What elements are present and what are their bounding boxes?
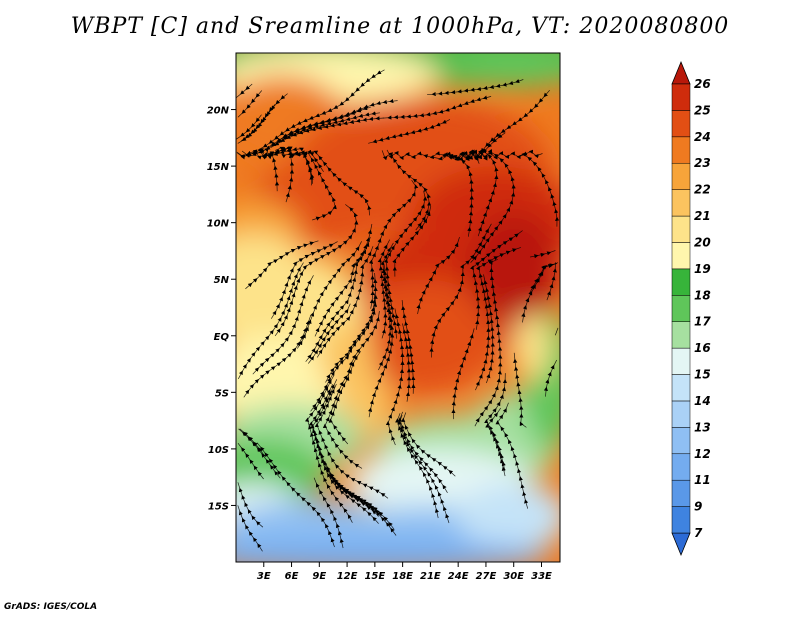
y-tick-label: 10S bbox=[208, 445, 229, 456]
colorbar-label: 22 bbox=[694, 183, 711, 197]
x-axis: 3E 6E 9E 12E 15E 18E 21E 24E 27E 30E 33E bbox=[257, 562, 552, 582]
colorbar-label: 20 bbox=[694, 235, 711, 249]
colorbar-label: 15 bbox=[694, 368, 711, 382]
y-tick-label: 10N bbox=[207, 219, 230, 230]
streamlines bbox=[236, 69, 560, 552]
colorbar-segment bbox=[671, 83, 691, 111]
colorbar-segment bbox=[671, 321, 691, 349]
x-tick-label: 6E bbox=[285, 571, 299, 582]
x-tick-label: 24E bbox=[448, 571, 469, 582]
y-tick-label: EQ bbox=[214, 332, 230, 343]
x-tick-label: 3E bbox=[257, 571, 271, 582]
y-tick-label: 5S bbox=[215, 388, 229, 399]
colorbar-max-triangle bbox=[671, 60, 691, 85]
colorbar-segment bbox=[671, 110, 691, 138]
colorbar-segment bbox=[671, 479, 691, 507]
colorbar-segment bbox=[671, 268, 691, 296]
colorbar-label: 12 bbox=[694, 447, 711, 461]
colorbar-label: 13 bbox=[694, 420, 711, 434]
colorbar-segment bbox=[671, 295, 691, 322]
y-tick-label: 5N bbox=[214, 275, 230, 286]
colorbar-label: 23 bbox=[694, 156, 711, 170]
colorbar-label: 21 bbox=[694, 209, 711, 223]
colorbar-segment bbox=[671, 189, 691, 217]
x-tick-label: 18E bbox=[392, 571, 413, 582]
colorbar-segment bbox=[671, 215, 691, 243]
colorbar-min-triangle bbox=[671, 532, 691, 557]
x-tick-label: 33E bbox=[531, 571, 552, 582]
colorbar-label: 24 bbox=[694, 130, 711, 144]
colorbar-segment bbox=[671, 374, 691, 402]
colorbar-segment bbox=[671, 453, 691, 481]
colorbar-label: 14 bbox=[694, 394, 711, 408]
x-tick-label: 9E bbox=[312, 571, 326, 582]
x-tick-label: 30E bbox=[503, 571, 524, 582]
x-tick-label: 15E bbox=[364, 571, 385, 582]
grads-credit: GrADS: IGES/COLA bbox=[4, 602, 98, 612]
colorbar-label: 19 bbox=[694, 262, 711, 276]
colorbar-segment bbox=[671, 400, 691, 428]
colorbar-segment bbox=[671, 347, 691, 375]
colorbar-label: 17 bbox=[694, 315, 711, 329]
plot-frame bbox=[235, 52, 561, 563]
colorbar-label: 11 bbox=[694, 473, 711, 487]
y-axis: 20N 15N 10N 5N EQ 5S 10S 15S bbox=[207, 106, 236, 512]
colorbar-label: 16 bbox=[694, 341, 711, 355]
x-tick-label: 27E bbox=[476, 571, 497, 582]
y-tick-label: 15S bbox=[208, 501, 229, 512]
colorbar-label: 25 bbox=[694, 103, 711, 117]
x-tick-label: 12E bbox=[337, 571, 358, 582]
colorbar-segment bbox=[671, 136, 691, 164]
colorbar-label: 18 bbox=[694, 288, 711, 302]
colorbar-label: 9 bbox=[694, 500, 702, 514]
colorbar: 7 9 11 12 13 14 15 16 17 18 19 20 21 22 23 24 25 26 bbox=[671, 60, 711, 557]
colorbar-label: 26 bbox=[694, 77, 711, 91]
colorbar-segment bbox=[671, 242, 691, 270]
colorbar-segment bbox=[671, 427, 691, 455]
colorbar-label: 7 bbox=[694, 526, 703, 540]
chart-title: WBPT [C] and Sreamline at 1000hPa, VT: 2… bbox=[70, 14, 730, 39]
y-tick-label: 15N bbox=[207, 162, 230, 173]
colorbar-segment bbox=[671, 162, 691, 190]
colorbar-segment bbox=[671, 506, 691, 534]
y-tick-label: 20N bbox=[207, 106, 230, 117]
x-tick-label: 21E bbox=[420, 571, 441, 582]
